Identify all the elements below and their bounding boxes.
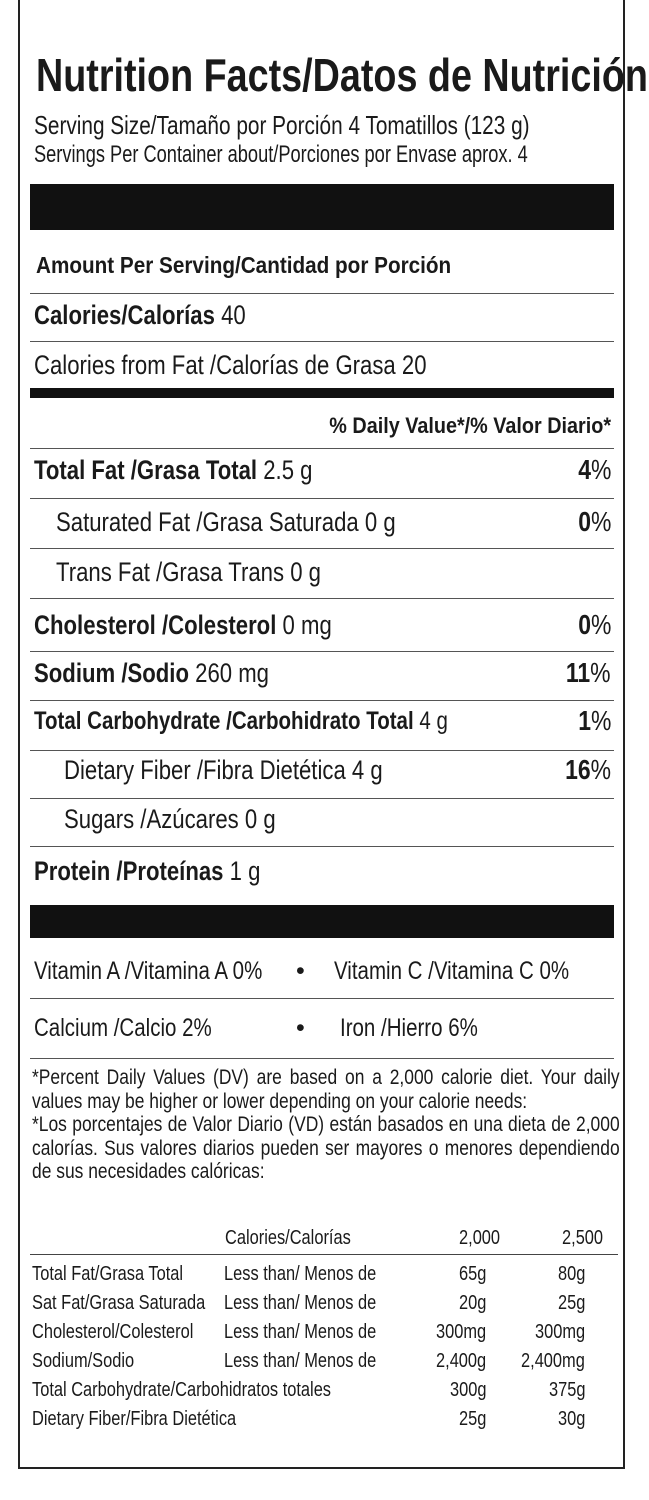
reference-table-cell: 300g (449, 1379, 486, 1401)
daily-value-percent: 0% (577, 506, 611, 537)
reference-table-cell: 375g (548, 1379, 585, 1401)
thick-divider (30, 905, 614, 938)
footnote-spanish: *Los porcentajes de Valor Diario (VD) es… (32, 1113, 620, 1183)
nutrient-amount: 260 mg (195, 658, 269, 688)
nutrition-facts-label: Nutrition Facts/Datos de Nutrición Servi… (18, 0, 648, 1469)
nutrient-label: Cholesterol /Colesterol (34, 610, 277, 640)
nutrient-amount: 0 mg (282, 610, 332, 640)
divider (30, 1254, 618, 1255)
nutrient-label: Protein /Proteínas (34, 856, 224, 886)
reference-table-cell: Total Fat/Grasa Total (32, 1263, 184, 1285)
reference-table-cell: 300mg (435, 1321, 486, 1343)
medium-divider (30, 388, 614, 398)
reference-table-cell: Less than/ Menos de (224, 1350, 377, 1372)
nutrient-row: Total Carbohydrate /Carbohidrato Total 4… (34, 706, 611, 736)
nutrient-amount: 1 g (229, 856, 261, 886)
divider (30, 293, 614, 294)
nutrient-label: Sugars /Azúcares (64, 804, 239, 834)
divider (30, 846, 614, 847)
servings-per-container: Servings Per Container about/Porciones p… (34, 141, 528, 168)
vitamin-c: Vitamin C /Vitamina C 0% (334, 957, 570, 985)
divider (30, 1058, 614, 1059)
divider (30, 651, 614, 652)
divider (30, 798, 614, 799)
reference-table-cell: 300mg (534, 1321, 585, 1343)
nutrient-row: Saturated Fat /Grasa Saturada 0 g 0% (34, 506, 611, 538)
nutrient-label: Total Carbohydrate /Carbohidrato Total (34, 707, 414, 735)
reference-table-cell: Cholesterol/Colesterol (32, 1321, 194, 1343)
reference-table-cell: Sodium/Sodio (32, 1350, 135, 1372)
label-title: Nutrition Facts/Datos de Nutrición (36, 49, 648, 101)
nutrient-label: Dietary Fiber /Fibra Dietética (64, 755, 346, 785)
reference-table-cell: 2,400mg (521, 1350, 585, 1372)
reference-table-cell: Less than/ Menos de (224, 1321, 377, 1343)
iron: Iron /Hierro 6% (340, 1014, 478, 1042)
thick-divider (30, 184, 614, 230)
reference-table-cell: 20g (458, 1292, 486, 1314)
calories-label: Calories/Calorías (34, 300, 215, 330)
nutrient-label: Total Fat /Grasa Total (34, 455, 258, 485)
divider (30, 341, 614, 342)
footnote-english: *Percent Daily Values (DV) are based on … (32, 1066, 620, 1113)
calcium: Calcium /Calcio 2% (34, 1014, 212, 1042)
daily-value-percent: 16% (565, 754, 611, 785)
daily-value-percent: 1% (577, 705, 611, 736)
nutrient-row: Cholesterol /Colesterol 0 mg 0% (34, 609, 611, 641)
daily-value-percent: 11% (566, 657, 611, 688)
reference-table-cell: Less than/ Menos de (224, 1292, 377, 1314)
nutrient-amount: 2.5 g (263, 455, 313, 485)
nutrient-label: Trans Fat /Grasa Trans (56, 557, 285, 587)
vitamin-a: Vitamin A /Vitamina A 0% (34, 957, 263, 985)
reference-table-cell: 30g (557, 1408, 585, 1430)
nutrient-row: Sugars /Azúcares 0 g (34, 804, 611, 834)
nutrient-label: Sodium /Sodio (34, 658, 189, 688)
nutrient-amount: 4 g (419, 707, 448, 735)
reference-table-cell: 80g (557, 1263, 585, 1285)
divider (30, 548, 614, 549)
divider (30, 498, 614, 499)
reference-table-cell: Total Carbohydrate/Carbohidratos totales (32, 1379, 332, 1401)
reference-table-cell: 2,000 (458, 1227, 500, 1249)
calories-row: Calories/Calorías 40 (34, 300, 611, 330)
divider (30, 998, 614, 999)
reference-table-cell: 2,400g (435, 1350, 486, 1372)
nutrient-row: Dietary Fiber /Fibra Dietética 4 g 16% (34, 754, 611, 786)
divider (30, 598, 614, 599)
bullet: • (296, 1014, 305, 1042)
serving-size: Serving Size/Tamaño por Porción 4 Tomati… (34, 110, 530, 140)
nutrient-row: Protein /Proteínas 1 g (34, 856, 611, 886)
footnote: *Percent Daily Values (DV) are based on … (32, 1066, 620, 1184)
reference-table-cell: Dietary Fiber/Fibra Dietética (32, 1408, 237, 1430)
vitamin-row-1: Vitamin A /Vitamina A 0% • Vitamin C /Vi… (34, 956, 611, 986)
nutrient-row: Trans Fat /Grasa Trans 0 g (34, 557, 611, 587)
reference-table-cell: Sat Fat/Grasa Saturada (32, 1292, 206, 1314)
nutrient-amount: 0 g (244, 804, 276, 834)
reference-table-cell: 65g (458, 1263, 486, 1285)
nutrient-amount: 0 g (364, 507, 396, 537)
nutrient-row: Sodium /Sodio 260 mg 11% (34, 657, 611, 689)
divider (30, 700, 614, 701)
nutrient-amount: 4 g (351, 755, 383, 785)
daily-value-percent: 4% (577, 454, 611, 485)
nutrient-amount: 0 g (290, 557, 321, 587)
bullet: • (296, 957, 305, 985)
nutrient-label: Saturated Fat /Grasa Saturada (56, 507, 359, 537)
nutrient-row: Total Fat /Grasa Total 2.5 g 4% (34, 454, 611, 486)
reference-table-cell: Less than/ Menos de (224, 1263, 377, 1285)
reference-table-cell: 2,500 (561, 1227, 603, 1249)
daily-value-header: % Daily Value*/% Valor Diario* (329, 413, 611, 438)
divider (30, 750, 614, 751)
reference-table-cell: 25g (557, 1292, 585, 1314)
vitamin-row-2: Calcium /Calcio 2% • Iron /Hierro 6% (34, 1013, 611, 1043)
calories-from-fat: Calories from Fat /Calorías de Grasa 20 (34, 350, 427, 380)
calories-value: 40 (221, 300, 246, 330)
reference-table-cell: 25g (458, 1408, 486, 1430)
daily-value-percent: 0% (577, 609, 611, 640)
amount-per-serving: Amount Per Serving/Cantidad por Porción (36, 252, 452, 278)
reference-table-cell: Calories/Calorías (225, 1227, 351, 1249)
divider (30, 448, 614, 449)
